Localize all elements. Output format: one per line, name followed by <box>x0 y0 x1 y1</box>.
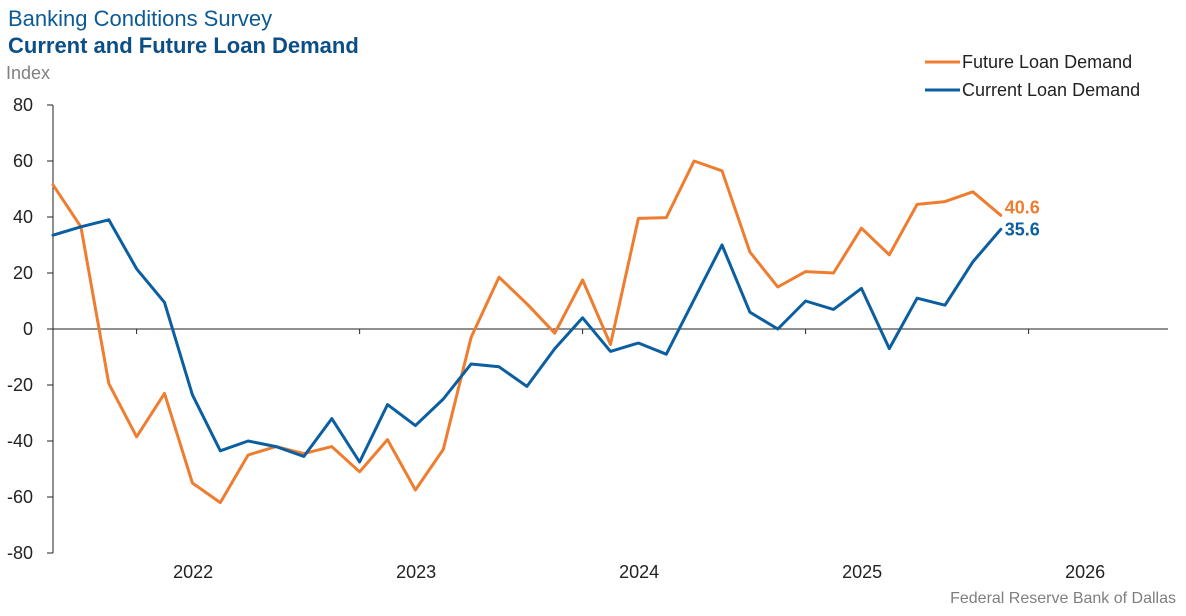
y-tick-label: 40 <box>13 207 33 227</box>
y-tick-label: 80 <box>13 95 33 115</box>
chart-title: Banking Conditions Survey <box>8 6 273 31</box>
current-end-value-label: 35.6 <box>1005 219 1040 239</box>
legend-entry: Future Loan Demand <box>962 52 1132 72</box>
y-tick-label: 20 <box>13 263 33 283</box>
y-tick-label: 60 <box>13 151 33 171</box>
x-tick-label: 2022 <box>173 562 213 582</box>
y-tick-label: -80 <box>7 543 33 563</box>
future-loan-demand-line <box>51 159 1003 505</box>
source-note: Federal Reserve Bank of Dallas <box>950 590 1176 607</box>
x-tick-label: 2023 <box>396 562 436 582</box>
x-tick-label: 2024 <box>619 562 659 582</box>
x-tick-label: 2025 <box>842 562 882 582</box>
y-tick-label: -20 <box>7 375 33 395</box>
x-tick-label: 2026 <box>1065 562 1105 582</box>
current-loan-demand-line <box>51 218 1003 464</box>
y-tick-label: 0 <box>23 319 33 339</box>
y-axis-unit-label: Index <box>6 63 51 83</box>
y-tick-label: -60 <box>7 487 33 507</box>
legend-entry: Current Loan Demand <box>962 80 1140 100</box>
y-tick-label: -40 <box>7 431 33 451</box>
chart-subtitle: Current and Future Loan Demand <box>8 33 359 58</box>
future-end-value-label: 40.6 <box>1005 197 1040 217</box>
